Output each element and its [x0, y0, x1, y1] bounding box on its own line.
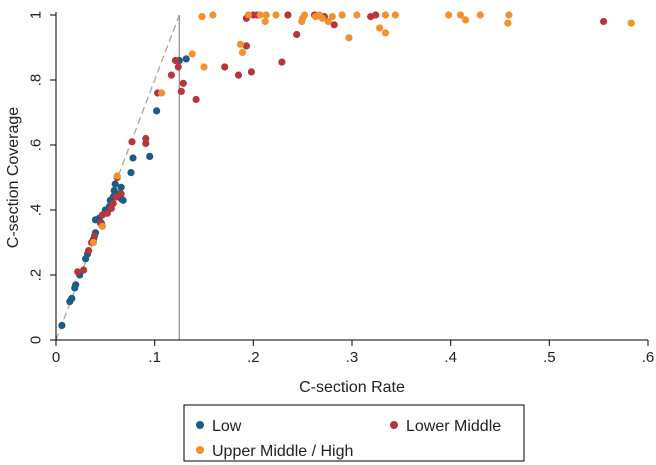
data-point-upper-middle-high: [318, 14, 326, 22]
data-point-upper-middle-high: [456, 11, 465, 19]
axes: 0 .1 .2 .3 .4 .5 .6 0 .2 .4 .6 .8 1: [28, 11, 655, 366]
data-point-lower-middle: [80, 266, 88, 274]
data-point-lower-middle: [600, 17, 608, 26]
data-point-lower-middle: [278, 58, 286, 66]
data-point-upper-middle-high: [272, 11, 280, 19]
data-point-upper-middle-high: [113, 172, 121, 180]
data-point-upper-middle-high: [236, 40, 245, 48]
data-point-low: [127, 169, 135, 177]
data-point-low: [68, 294, 76, 302]
data-point-upper-middle-high: [328, 13, 336, 21]
data-point-upper-middle-high: [504, 19, 512, 27]
x-tick-label: 0: [52, 349, 60, 366]
data-point-upper-middle-high: [505, 11, 513, 19]
data-point-upper-middle-high: [244, 11, 252, 19]
data-point-lower-middle: [247, 68, 255, 76]
data-point-upper-middle-high: [209, 11, 217, 19]
data-point-upper-middle-high: [262, 11, 270, 19]
y-tick-label: .6: [28, 139, 45, 152]
x-tick-label: .3: [346, 349, 359, 366]
data-points: [58, 11, 635, 329]
data-point-upper-middle-high: [476, 11, 484, 19]
data-point-lower-middle: [372, 11, 380, 19]
data-point-low: [146, 152, 154, 160]
data-point-low: [153, 107, 161, 115]
x-tick-label: .5: [543, 349, 556, 366]
data-point-upper-middle-high: [627, 19, 635, 27]
data-point-lower-middle: [74, 268, 82, 276]
data-point-upper-middle-high: [345, 34, 353, 42]
data-point-upper-middle-high: [338, 11, 346, 19]
data-point-upper-middle-high: [238, 48, 247, 57]
data-point-low: [58, 321, 66, 329]
x-axis-title: C-section Rate: [299, 379, 405, 396]
data-point-lower-middle: [234, 71, 243, 79]
y-tick-label: .2: [28, 269, 45, 282]
data-point-lower-middle: [330, 21, 338, 29]
data-point-low: [111, 180, 119, 188]
data-point-upper-middle-high: [381, 11, 390, 19]
x-tick-label: .2: [247, 349, 260, 366]
data-point-upper-middle-high: [158, 89, 166, 97]
x-tick-label: .6: [642, 349, 655, 366]
data-point-lower-middle: [109, 199, 117, 208]
data-point-upper-middle-high: [461, 16, 470, 24]
data-point-upper-middle-high: [324, 17, 332, 26]
y-tick-label: 1: [28, 11, 45, 19]
data-point-upper-middle-high: [188, 50, 196, 58]
data-point-lower-middle: [128, 138, 136, 146]
y-tick-label: .4: [28, 204, 45, 217]
data-point-upper-middle-high: [301, 11, 309, 19]
legend-marker-upper-middle-high: [196, 446, 204, 454]
data-point-upper-middle-high: [376, 24, 384, 32]
data-point-upper-middle-high: [256, 11, 264, 19]
data-point-lower-middle: [142, 134, 150, 143]
x-tick-label: .4: [444, 349, 457, 366]
data-point-lower-middle: [192, 95, 200, 104]
data-point-lower-middle: [85, 247, 93, 255]
data-point-upper-middle-high: [198, 13, 206, 21]
data-point-lower-middle: [103, 209, 111, 217]
legend-label-low: Low: [212, 418, 242, 435]
legend-marker-lower-middle: [390, 421, 398, 429]
data-point-upper-middle-high: [381, 29, 390, 37]
data-point-lower-middle: [242, 42, 250, 50]
data-point-low: [182, 55, 190, 63]
data-point-low: [129, 154, 137, 162]
legend-box: [183, 404, 525, 462]
data-point-upper-middle-high: [261, 17, 269, 26]
data-point-upper-middle-high: [391, 11, 399, 19]
data-point-upper-middle-high: [445, 11, 453, 19]
data-point-lower-middle: [90, 232, 99, 240]
data-point-low: [117, 183, 125, 191]
data-point-lower-middle: [179, 79, 187, 87]
data-point-lower-middle: [221, 63, 229, 71]
legend-marker-low: [196, 421, 204, 429]
data-point-upper-middle-high: [200, 63, 208, 71]
x-tick-label: .1: [148, 349, 161, 366]
data-point-low: [119, 196, 127, 204]
data-point-upper-middle-high: [89, 238, 98, 247]
data-point-lower-middle: [167, 71, 175, 79]
legend: Low Lower Middle Upper Middle / High: [183, 404, 525, 462]
data-point-upper-middle-high: [98, 222, 106, 230]
legend-label-lower-middle: Lower Middle: [406, 418, 501, 435]
data-point-low: [72, 281, 80, 289]
data-point-lower-middle: [293, 30, 301, 39]
y-tick-label: .8: [28, 74, 45, 87]
data-point-lower-middle: [117, 190, 125, 198]
data-point-upper-middle-high: [353, 11, 361, 19]
y-axis-title: C-section Coverage: [5, 107, 22, 249]
data-point-lower-middle: [174, 63, 182, 71]
data-point-lower-middle: [177, 87, 185, 95]
data-point-lower-middle: [284, 11, 292, 19]
data-point-lower-middle: [171, 56, 179, 65]
legend-label-upper-middle-high: Upper Middle / High: [212, 443, 353, 460]
y-tick-label: 0: [28, 336, 45, 344]
